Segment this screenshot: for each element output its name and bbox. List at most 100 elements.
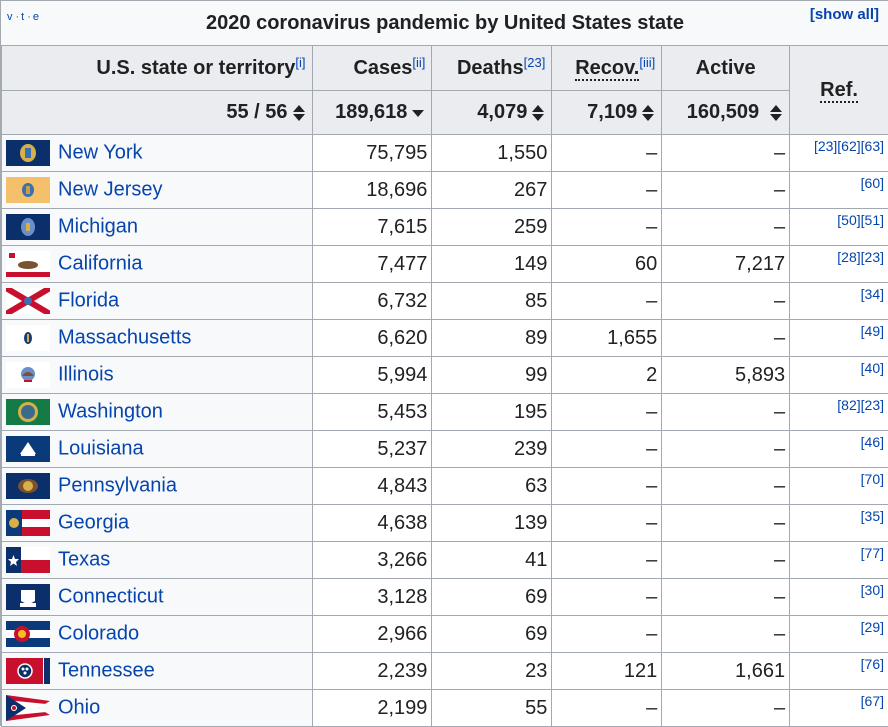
- state-link[interactable]: Pennsylvania: [58, 475, 177, 497]
- state-link[interactable]: New Jersey: [58, 179, 162, 201]
- state-flag-icon[interactable]: [6, 547, 50, 573]
- state-flag-icon[interactable]: [6, 473, 50, 499]
- state-link[interactable]: New York: [58, 142, 143, 164]
- states-total-cell[interactable]: 55 / 56: [2, 91, 313, 135]
- ref-cell[interactable]: [76]: [790, 653, 888, 690]
- state-flag-icon[interactable]: [6, 621, 50, 647]
- state-flag-icon[interactable]: [6, 140, 50, 166]
- cases-total-cell[interactable]: 189,618: [312, 91, 432, 135]
- state-cell: Tennessee: [2, 653, 313, 690]
- state-flag-icon[interactable]: [6, 658, 50, 684]
- state-link[interactable]: Illinois: [58, 364, 114, 386]
- recov-cell: 60: [552, 246, 662, 283]
- state-link[interactable]: Connecticut: [58, 586, 164, 608]
- sort-icon[interactable]: [769, 103, 783, 123]
- ref-cell[interactable]: [23][62][63]: [790, 135, 888, 172]
- cases-cell: 18,696: [312, 172, 432, 209]
- show-all-button[interactable]: [show all]: [810, 6, 879, 23]
- cases-header-note[interactable]: [ii]: [412, 55, 425, 70]
- cases-cell: 2,239: [312, 653, 432, 690]
- sort-icon[interactable]: [641, 103, 655, 123]
- state-flag-icon[interactable]: [6, 251, 50, 277]
- ref-cell[interactable]: [46]: [790, 431, 888, 468]
- table-title: 2020 coronavirus pandemic by United Stat…: [1, 12, 888, 35]
- state-cell: Illinois: [2, 357, 313, 394]
- state-link[interactable]: Louisiana: [58, 438, 144, 460]
- state-cell: Pennsylvania: [2, 468, 313, 505]
- state-flag-icon[interactable]: [6, 177, 50, 203]
- active-total-cell[interactable]: 160,509: [662, 91, 790, 135]
- ref-header-label: Ref.: [820, 79, 858, 103]
- state-link[interactable]: Georgia: [58, 512, 129, 534]
- navbox-titlebar: v·t·e 2020 coronavirus pandemic by Unite…: [1, 1, 888, 45]
- cases-cell: 4,638: [312, 505, 432, 542]
- state-flag-icon[interactable]: [6, 399, 50, 425]
- state-link[interactable]: Washington: [58, 401, 163, 423]
- state-flag-icon[interactable]: [6, 288, 50, 314]
- state-link[interactable]: Ohio: [58, 697, 100, 719]
- state-flag-icon[interactable]: [6, 695, 50, 721]
- state-link[interactable]: Florida: [58, 290, 119, 312]
- recov-column-header[interactable]: Recov.[iii]: [552, 46, 662, 91]
- ref-cell[interactable]: [70]: [790, 468, 888, 505]
- state-column-header[interactable]: U.S. state or territory[i]: [2, 46, 313, 91]
- state-flag-icon[interactable]: [6, 436, 50, 462]
- active-cell: –: [662, 690, 790, 727]
- ref-cell[interactable]: [67]: [790, 690, 888, 727]
- state-link[interactable]: Michigan: [58, 216, 138, 238]
- ref-cell[interactable]: [30]: [790, 579, 888, 616]
- state-header-note[interactable]: [i]: [295, 55, 305, 70]
- sort-descending-icon[interactable]: [411, 103, 425, 123]
- state-flag-icon[interactable]: [6, 362, 50, 388]
- state-cell: Colorado: [2, 616, 313, 653]
- ref-cell[interactable]: [35]: [790, 505, 888, 542]
- ref-cell[interactable]: [28][23]: [790, 246, 888, 283]
- active-cell: –: [662, 431, 790, 468]
- sort-icon[interactable]: [292, 103, 306, 123]
- state-flag-icon[interactable]: [6, 325, 50, 351]
- ref-cell[interactable]: [82][23]: [790, 394, 888, 431]
- ref-column-header: Ref.: [790, 46, 888, 135]
- active-column-header[interactable]: Active: [662, 46, 790, 91]
- active-cell: –: [662, 542, 790, 579]
- state-link[interactable]: Colorado: [58, 623, 139, 645]
- recov-header-note[interactable]: [iii]: [639, 55, 655, 70]
- state-link[interactable]: California: [58, 253, 142, 275]
- ref-cell[interactable]: [34]: [790, 283, 888, 320]
- active-cell: –: [662, 616, 790, 653]
- deaths-column-header[interactable]: Deaths[23]: [432, 46, 552, 91]
- state-flag-icon[interactable]: [6, 510, 50, 536]
- active-cell: –: [662, 172, 790, 209]
- deaths-header-note[interactable]: [23]: [524, 55, 546, 70]
- cases-cell: 5,237: [312, 431, 432, 468]
- recov-cell: –: [552, 209, 662, 246]
- sort-icon[interactable]: [531, 103, 545, 123]
- ref-cell[interactable]: [60]: [790, 172, 888, 209]
- ref-cell[interactable]: [29]: [790, 616, 888, 653]
- states-total-value: 55 / 56: [226, 101, 287, 123]
- recov-total-cell[interactable]: 7,109: [552, 91, 662, 135]
- state-cell: Connecticut: [2, 579, 313, 616]
- state-link[interactable]: Tennessee: [58, 660, 155, 682]
- ref-cell[interactable]: [77]: [790, 542, 888, 579]
- deaths-total-cell[interactable]: 4,079: [432, 91, 552, 135]
- state-link[interactable]: Texas: [58, 549, 110, 571]
- recov-cell: 1,655: [552, 320, 662, 357]
- active-cell: –: [662, 505, 790, 542]
- ref-cell[interactable]: [50][51]: [790, 209, 888, 246]
- ref-cell[interactable]: [49]: [790, 320, 888, 357]
- state-link[interactable]: Massachusetts: [58, 327, 191, 349]
- state-flag-icon[interactable]: [6, 214, 50, 240]
- state-flag-icon[interactable]: [6, 584, 50, 610]
- ref-cell[interactable]: [40]: [790, 357, 888, 394]
- recov-cell: –: [552, 431, 662, 468]
- cases-column-header[interactable]: Cases[ii]: [312, 46, 432, 91]
- state-cell: California: [2, 246, 313, 283]
- cases-cell: 3,266: [312, 542, 432, 579]
